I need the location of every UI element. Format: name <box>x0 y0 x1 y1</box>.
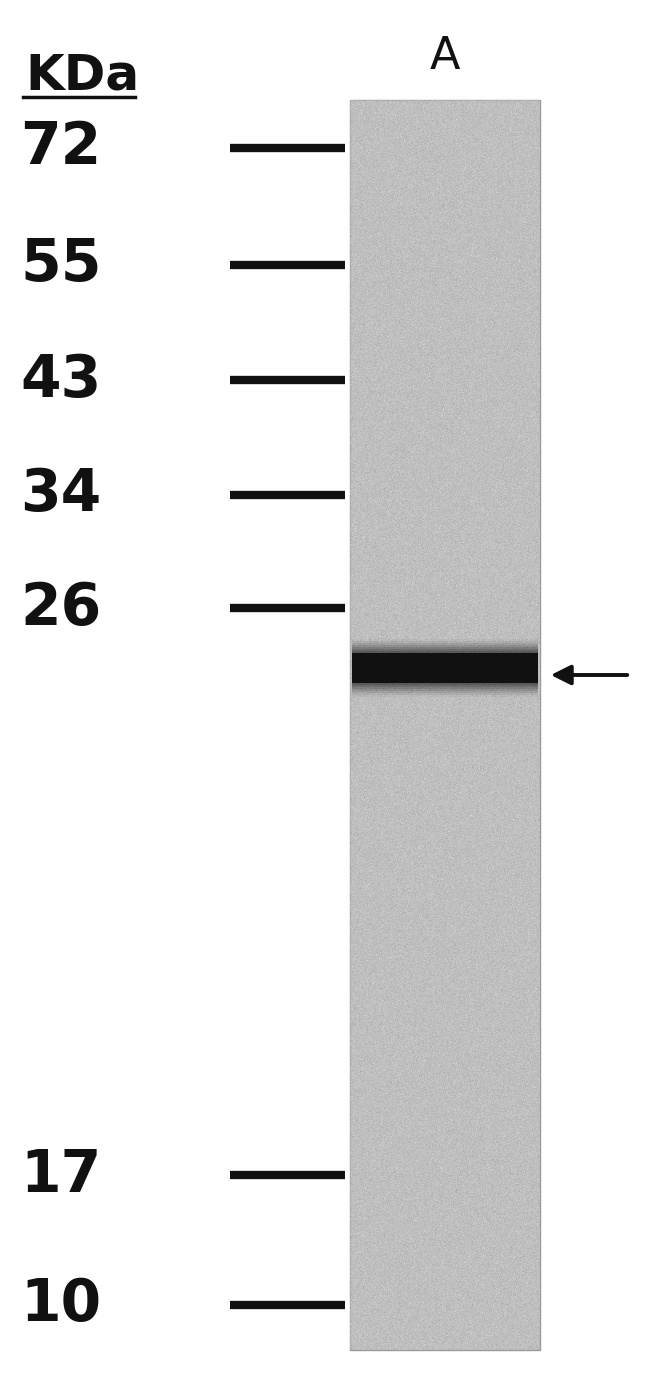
Text: 10: 10 <box>20 1276 101 1334</box>
Bar <box>350 101 540 1350</box>
Bar <box>352 649 538 686</box>
Bar <box>352 642 538 695</box>
Bar <box>352 653 538 684</box>
Bar <box>352 647 538 689</box>
Bar <box>352 639 538 698</box>
Text: 43: 43 <box>20 351 101 408</box>
Text: 72: 72 <box>20 119 101 176</box>
Bar <box>352 653 538 684</box>
Text: A: A <box>430 35 460 78</box>
Bar <box>352 644 538 691</box>
Bar <box>352 651 538 685</box>
Text: 55: 55 <box>20 236 101 294</box>
Text: 26: 26 <box>20 580 101 636</box>
Text: KDa: KDa <box>25 52 139 101</box>
Bar <box>352 643 538 693</box>
Text: 34: 34 <box>20 467 101 523</box>
Text: 17: 17 <box>20 1146 101 1204</box>
